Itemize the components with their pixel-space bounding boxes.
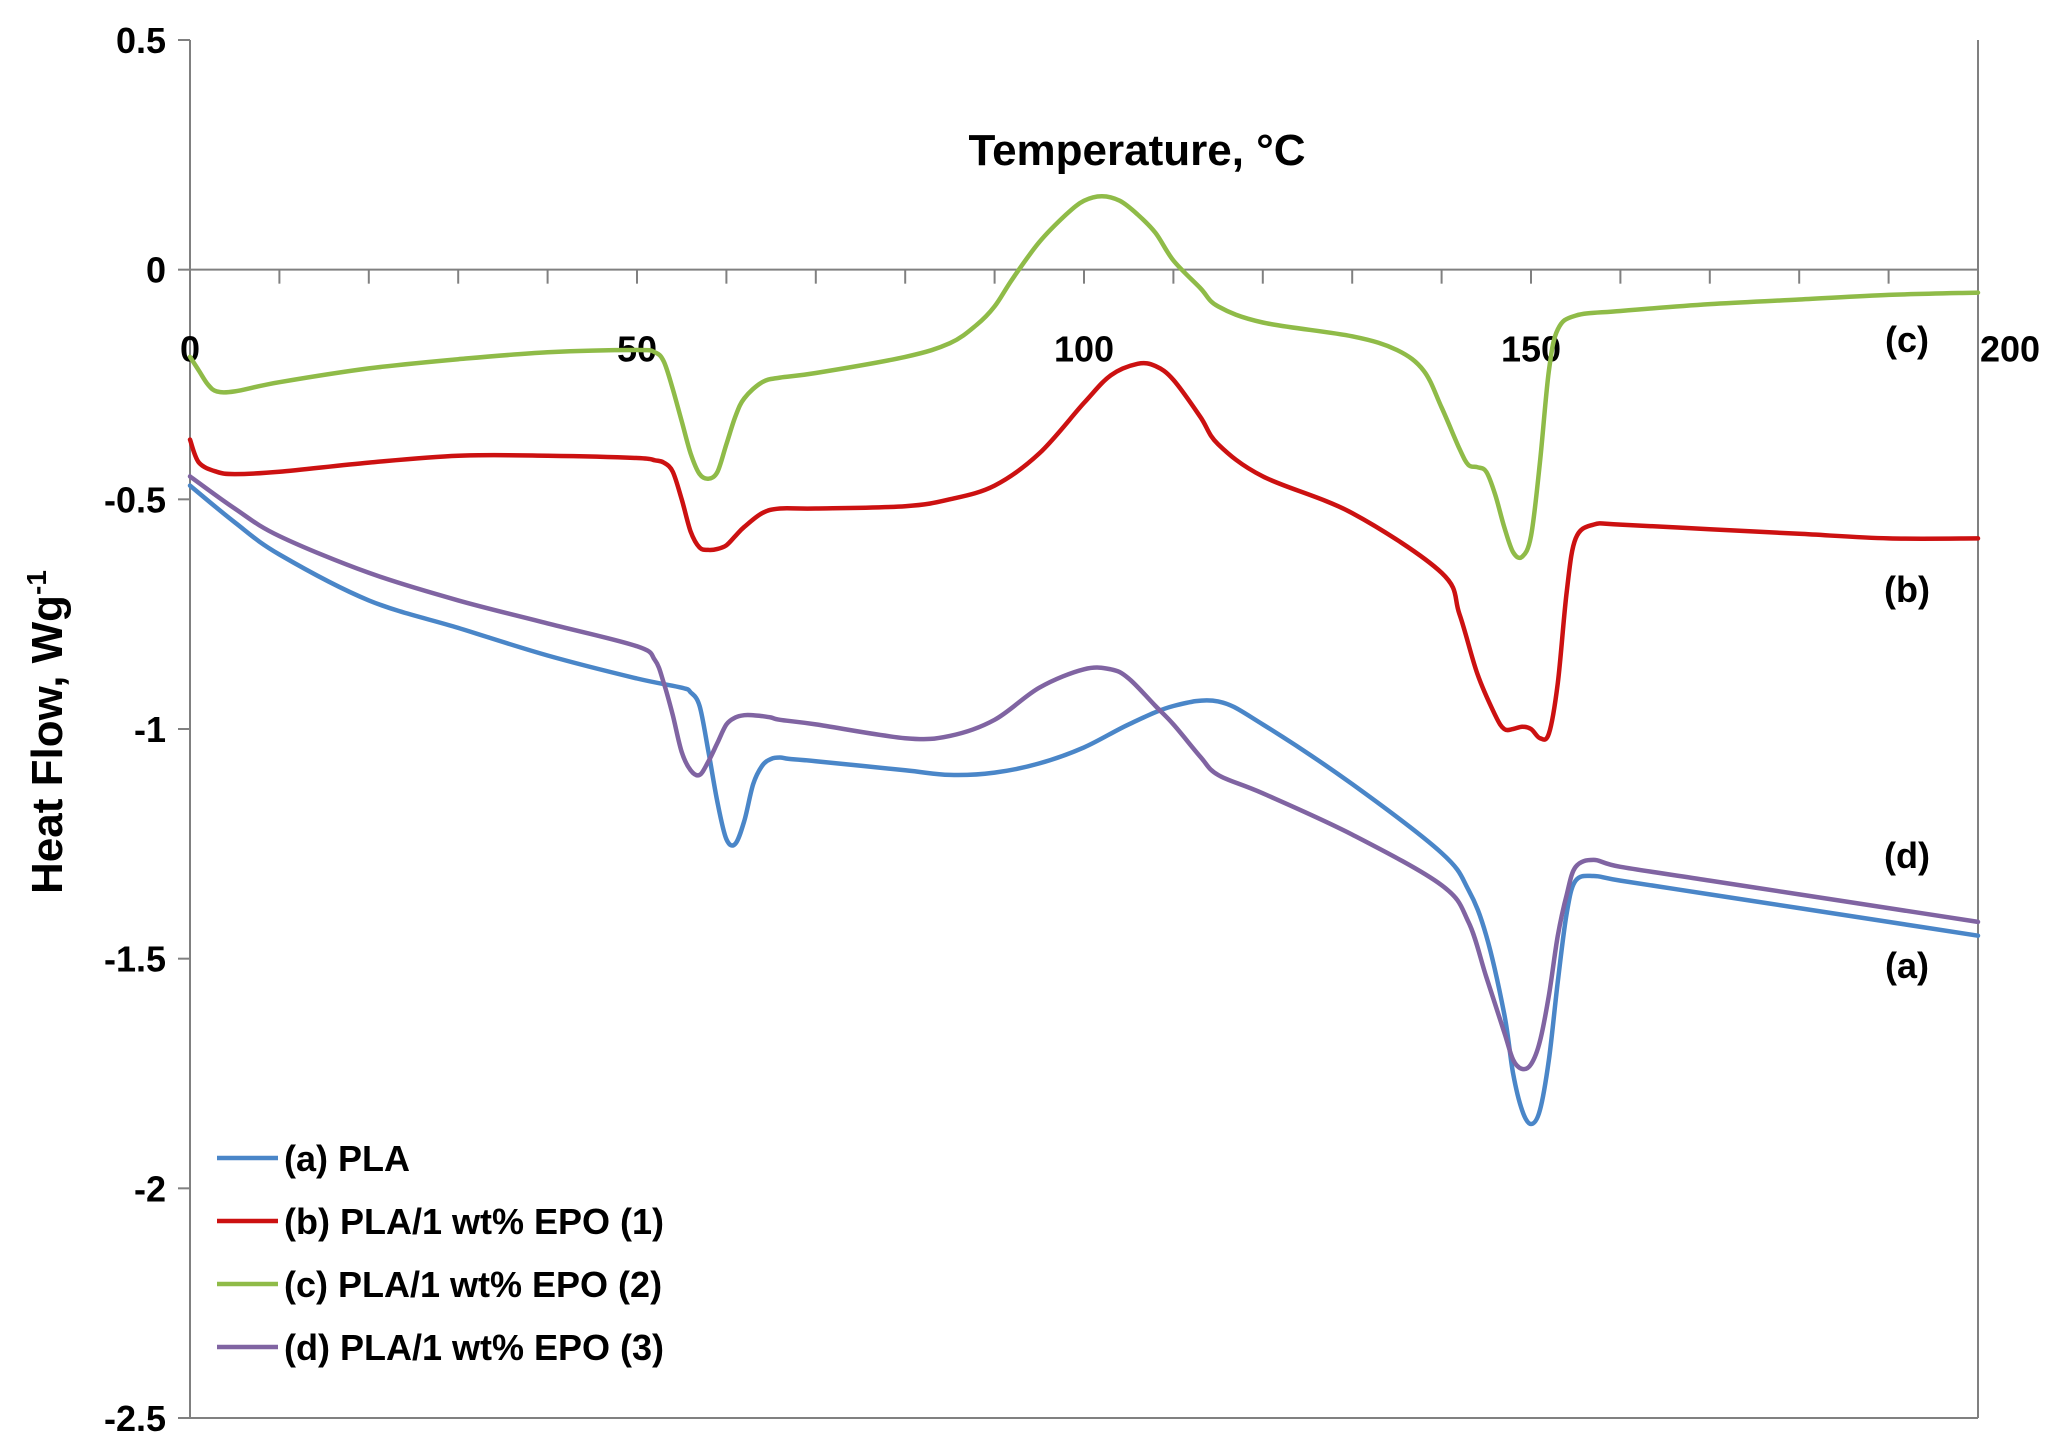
- legend-label-4: (d) PLA/1 wt% EPO (3): [284, 1327, 664, 1368]
- legend-label-3: (c) PLA/1 wt% EPO (2): [284, 1264, 662, 1305]
- curve-tag-2: (b): [1884, 569, 1930, 610]
- y-tick-label: 0.5: [116, 20, 166, 61]
- curve-tag-4: (d): [1884, 835, 1930, 876]
- y-tick-label: 0: [146, 250, 166, 291]
- x-axis-title: Temperature, °C: [968, 126, 1305, 175]
- tick-labels: 0.50-0.5-1-1.5-2-2.50 50 100 150 200: [104, 20, 2040, 1439]
- y-tick-label: -1.5: [104, 939, 166, 980]
- y-tick-label: -1: [134, 709, 166, 750]
- legend: (a) PLA (b) PLA/1 wt% EPO (1) (c) PLA/1 wt…: [217, 1138, 664, 1368]
- y-tick-label: -2: [134, 1168, 166, 1209]
- x-tick-label: 100: [1054, 329, 1114, 370]
- x-tick-label: 200: [1980, 329, 2040, 370]
- legend-label-1: (a) PLA: [284, 1138, 410, 1179]
- x-tick-label: 0: [180, 329, 200, 370]
- y-axis-title-superscript: -1: [21, 570, 52, 595]
- series-line-1: [187, 483, 1981, 1127]
- y-tick-label: -2.5: [104, 1398, 166, 1439]
- series-line-2: [187, 360, 1981, 742]
- series-line-3: [187, 193, 1981, 561]
- curve-tag-3: (c): [1885, 319, 1929, 360]
- series-lines: [187, 193, 1981, 1127]
- y-axis-title-text: Heat Flow, Wg: [23, 595, 72, 894]
- y-axis-title: Heat Flow, Wg-1: [21, 570, 72, 894]
- legend-label-2: (b) PLA/1 wt% EPO (1): [284, 1201, 664, 1242]
- series-line-4: [187, 474, 1981, 1072]
- y-tick-label: -0.5: [104, 479, 166, 520]
- axes: [178, 39, 1979, 1419]
- curve-tags: (a) (b) (c) (d): [1884, 319, 1930, 986]
- curve-tag-1: (a): [1885, 945, 1929, 986]
